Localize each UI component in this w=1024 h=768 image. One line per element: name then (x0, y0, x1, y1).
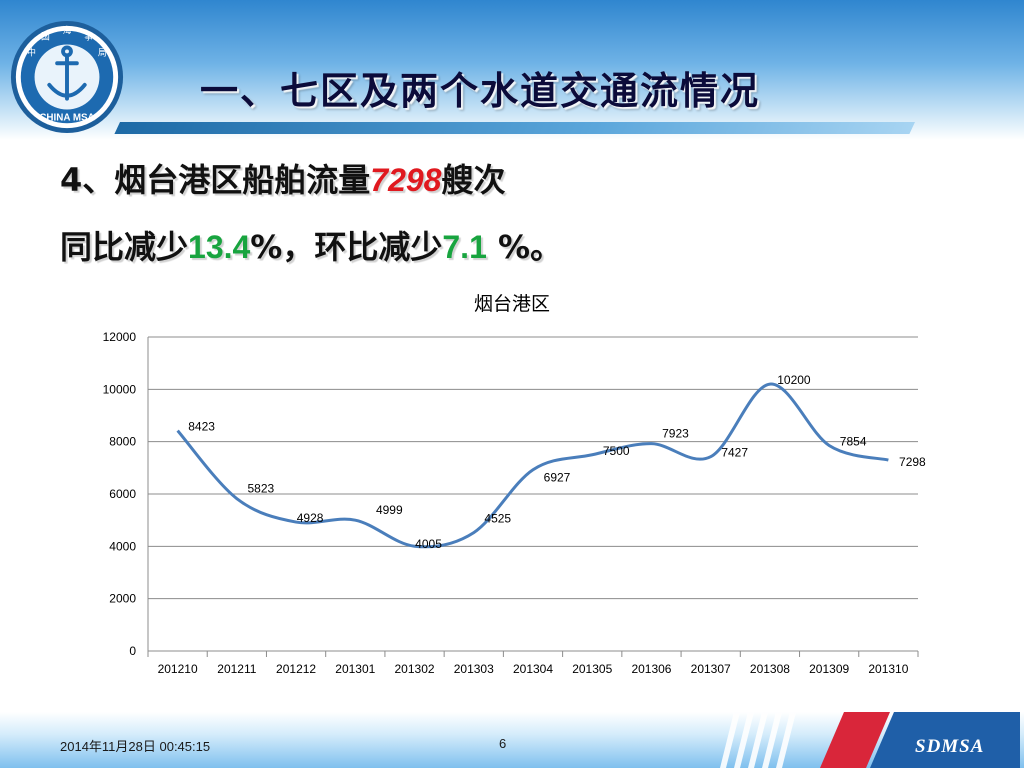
svg-text:中: 中 (27, 46, 36, 58)
data-label: 4525 (484, 512, 511, 526)
vessel-flow-value: 7298 (370, 162, 442, 198)
x-tick-label: 201306 (631, 662, 671, 676)
line-chart: 烟台港区 0 2000 4000 6000 8000 10000 12000 201210 2… (103, 293, 926, 676)
page-number: 6 (499, 736, 507, 751)
line2-prefix: 同比减少 (60, 228, 189, 266)
data-label: 4005 (415, 537, 442, 551)
svg-text:局: 局 (98, 47, 107, 58)
summary-line-1: 4、烟台港区船舶流量7298艘次 (60, 155, 505, 201)
data-label: 6927 (544, 471, 571, 485)
y-tick-label: 12000 (103, 330, 137, 344)
x-tick-label: 201302 (395, 662, 435, 676)
footer-datetime: 2014年11月28日 00:45:15 (60, 739, 211, 754)
svg-text:海: 海 (63, 25, 72, 37)
data-label: 4928 (297, 511, 324, 525)
y-tick-label: 8000 (109, 435, 136, 449)
x-tick-label: 201301 (335, 662, 375, 676)
y-tick-label: 10000 (103, 382, 137, 396)
x-tick-label: 201303 (454, 662, 494, 676)
y-tick-label: 6000 (109, 487, 136, 501)
x-tick-label: 201310 (868, 662, 908, 676)
data-label: 8423 (188, 420, 215, 434)
data-label: 7854 (840, 434, 867, 448)
line1-prefix: 4、烟台港区船舶流量 (60, 161, 371, 199)
yoy-decrease-value: 13.4 (188, 229, 251, 265)
summary-line-2: 同比减少13.4%，环比减少7.1 %。 (60, 222, 562, 268)
x-tick-label: 201308 (750, 662, 790, 676)
line2-mid: %，环比减少 (250, 228, 443, 266)
x-tick-label: 201212 (276, 662, 316, 676)
x-tick-label: 201305 (572, 662, 612, 676)
chart-title: 烟台港区 (474, 293, 550, 315)
svg-text:事: 事 (84, 31, 93, 43)
line2-suffix: %。 (486, 228, 563, 266)
x-tick-label: 201309 (809, 662, 849, 676)
svg-text:CHINA MSA: CHINA MSA (39, 112, 94, 123)
y-tick-label: 2000 (109, 592, 136, 606)
x-tick-label: 201307 (691, 662, 731, 676)
slide-title: 一、七区及两个水道交通流情况 (200, 69, 761, 113)
data-label: 7923 (662, 427, 689, 441)
header-band (114, 122, 916, 134)
china-msa-logo: CHINA MSA 中 国 海 事 局 (10, 20, 124, 134)
svg-text:国: 国 (41, 32, 50, 43)
slide-footer: 2014年11月28日 00:45:15 6 SDMSA (0, 712, 1024, 768)
x-tick-label: 201211 (217, 662, 256, 676)
data-label: 5823 (247, 482, 274, 496)
data-label: 7298 (899, 455, 926, 469)
data-label: 7427 (721, 446, 748, 460)
mom-decrease-value: 7.1 (442, 229, 487, 265)
y-tick-label: 4000 (109, 539, 136, 553)
y-tick-label: 0 (129, 644, 136, 658)
line1-suffix: 艘次 (441, 161, 506, 199)
x-tick-label: 201304 (513, 662, 553, 676)
series-line (176, 382, 889, 549)
x-tick-label: 201210 (158, 662, 198, 676)
data-label: 4999 (376, 503, 403, 517)
data-label: 10200 (777, 373, 811, 387)
footer-stripes (720, 712, 1020, 768)
brand-logo-text: SDMSA (915, 736, 985, 757)
slide-header: CHINA MSA 中 国 海 事 局 一、七区及两个水道交通流情况 (0, 0, 1024, 140)
data-label: 7500 (603, 444, 630, 458)
